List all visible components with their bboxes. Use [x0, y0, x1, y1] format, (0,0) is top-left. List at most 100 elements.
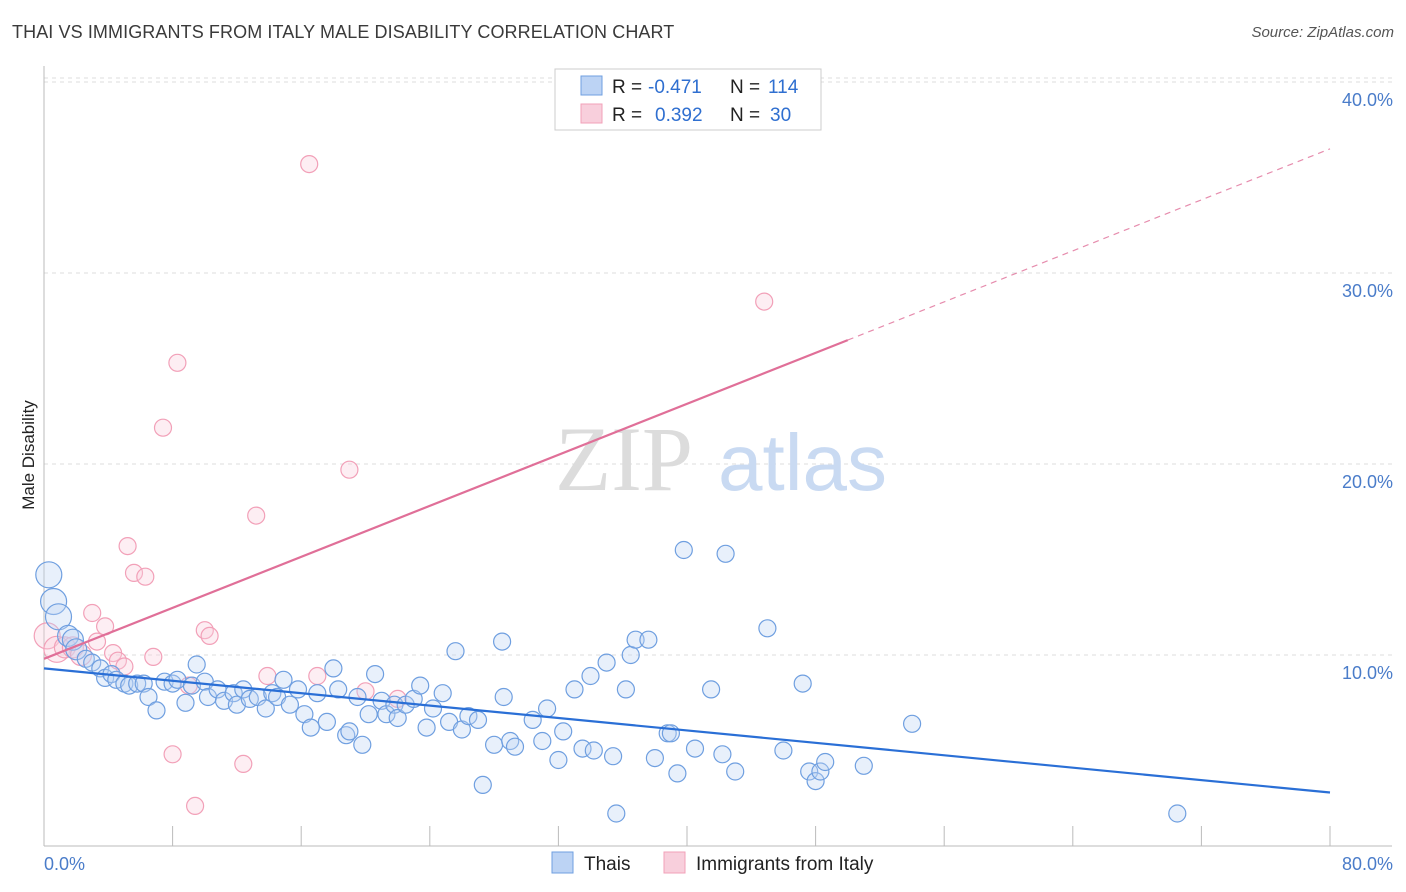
legend-r-label-italy: R =	[612, 105, 642, 126]
italy-point-28	[340, 460, 359, 479]
thais-point-39	[288, 680, 308, 699]
italy-point-15	[144, 647, 163, 667]
thais-point-96	[713, 745, 732, 764]
thais-point-87	[626, 630, 645, 649]
thais-point-70	[494, 687, 513, 707]
thais-point-78	[565, 680, 584, 699]
thais-point-68	[485, 735, 504, 754]
thais-point-1	[35, 561, 63, 589]
series-legend: Thais Immigrants from Italy	[551, 851, 874, 875]
italy-trend-line-extension	[847, 148, 1331, 341]
legend-r-value-thais: -0.471	[648, 77, 702, 98]
thais-point-81	[584, 741, 603, 760]
legend-swatch-thais	[580, 75, 603, 96]
y-tick-label-2: 20.0%	[1342, 472, 1393, 492]
watermark-zip: ZIP	[555, 408, 693, 510]
bottom-legend-swatch-italy	[663, 851, 686, 874]
thais-point-66	[468, 710, 488, 730]
thais-point-97	[716, 544, 735, 563]
thais-point-51	[366, 664, 385, 684]
x-tick-label-min: 0.0%	[44, 854, 85, 874]
y-axis-label: Male Disability	[19, 400, 38, 510]
italy-point-6	[83, 603, 102, 623]
thais-point-37	[274, 670, 293, 689]
thais-point-72	[505, 737, 525, 756]
thais-point-45	[329, 680, 348, 699]
italy-point-21	[195, 621, 214, 640]
thais-point-93	[674, 540, 693, 560]
italy-point-26	[300, 155, 319, 174]
thais-point-38	[280, 695, 299, 714]
legend-n-value-thais: 114	[768, 77, 799, 98]
thais-point-65	[459, 706, 478, 726]
thais-point-108	[1168, 804, 1187, 823]
italy-trend-line	[43, 339, 849, 660]
thais-point-77	[554, 722, 573, 741]
thais-point-92	[668, 764, 687, 783]
thais-point-80	[581, 666, 600, 686]
italy-point-22	[200, 626, 219, 646]
legend-n-value-italy: 30	[770, 105, 791, 126]
thais-point-82	[597, 653, 616, 672]
thais-point-98	[726, 762, 745, 781]
thais-point-59	[417, 718, 436, 737]
thais-point-63	[446, 642, 465, 661]
thais-point-50	[359, 705, 378, 724]
thais-point-55	[388, 708, 407, 728]
y-tick-label-4: 40.0%	[1342, 90, 1393, 110]
italy-point-31	[755, 292, 774, 311]
italy-point-14	[136, 567, 155, 586]
x-tick-label-max: 80.0%	[1342, 854, 1393, 874]
thais-point-67	[473, 775, 492, 795]
chart-title: THAI VS IMMIGRANTS FROM ITALY MALE DISAB…	[12, 22, 675, 42]
italy-point-17	[163, 745, 182, 764]
thais-point-79	[573, 739, 592, 758]
thais-point-61	[433, 684, 452, 703]
thais-point-88	[639, 630, 658, 649]
legend-swatch-italy	[580, 103, 603, 124]
italy-point-24	[247, 506, 266, 525]
thais-point-105	[816, 752, 835, 772]
italy-point-12	[118, 536, 137, 556]
italy-point-27	[308, 666, 327, 686]
grid-lines	[44, 77, 1392, 656]
thais-point-22	[176, 693, 195, 712]
correlation-legend: R = -0.471 N = 114 R = 0.392 N = 30	[554, 68, 822, 131]
thais-point-58	[411, 676, 430, 695]
thais-point-49	[353, 735, 372, 754]
thais-point-43	[317, 712, 336, 732]
source-label: Source: ZipAtlas.com	[1251, 24, 1394, 41]
thais-point-75	[537, 699, 557, 718]
y-tick-label-3: 30.0%	[1342, 281, 1393, 301]
legend-n-label-thais: N =	[730, 77, 760, 98]
italy-point-20	[186, 796, 205, 816]
bottom-legend-swatch-thais	[551, 851, 574, 874]
thais-point-86	[621, 645, 640, 665]
watermark: ZIP atlas	[555, 408, 887, 510]
thais-point-2	[39, 587, 68, 616]
italy-point-23	[234, 754, 253, 774]
thais-point-104	[811, 762, 830, 781]
thais-point-60	[423, 699, 443, 718]
thais-point-29	[224, 684, 243, 703]
thais-point-3	[44, 603, 73, 631]
watermark-atlas: atlas	[718, 418, 887, 507]
thais-trend-line	[43, 667, 1331, 794]
thais-point-15	[128, 674, 147, 693]
legend-n-label-italy: N =	[730, 105, 760, 126]
italy-point-13	[124, 563, 144, 583]
thais-point-84	[607, 804, 626, 823]
legend-r-value-italy: 0.392	[655, 105, 703, 126]
thais-point-24	[187, 655, 206, 674]
thais-point-18	[147, 701, 166, 720]
thais-point-100	[774, 741, 793, 760]
y-tick-label-1: 10.0%	[1342, 663, 1393, 683]
thais-point-34	[256, 699, 275, 718]
thais-point-106	[854, 756, 873, 775]
thais-point-85	[616, 680, 636, 699]
thais-point-76	[549, 750, 568, 770]
thais-point-69	[493, 632, 512, 651]
thais-point-107	[902, 714, 922, 733]
thais-point-99	[758, 619, 777, 638]
